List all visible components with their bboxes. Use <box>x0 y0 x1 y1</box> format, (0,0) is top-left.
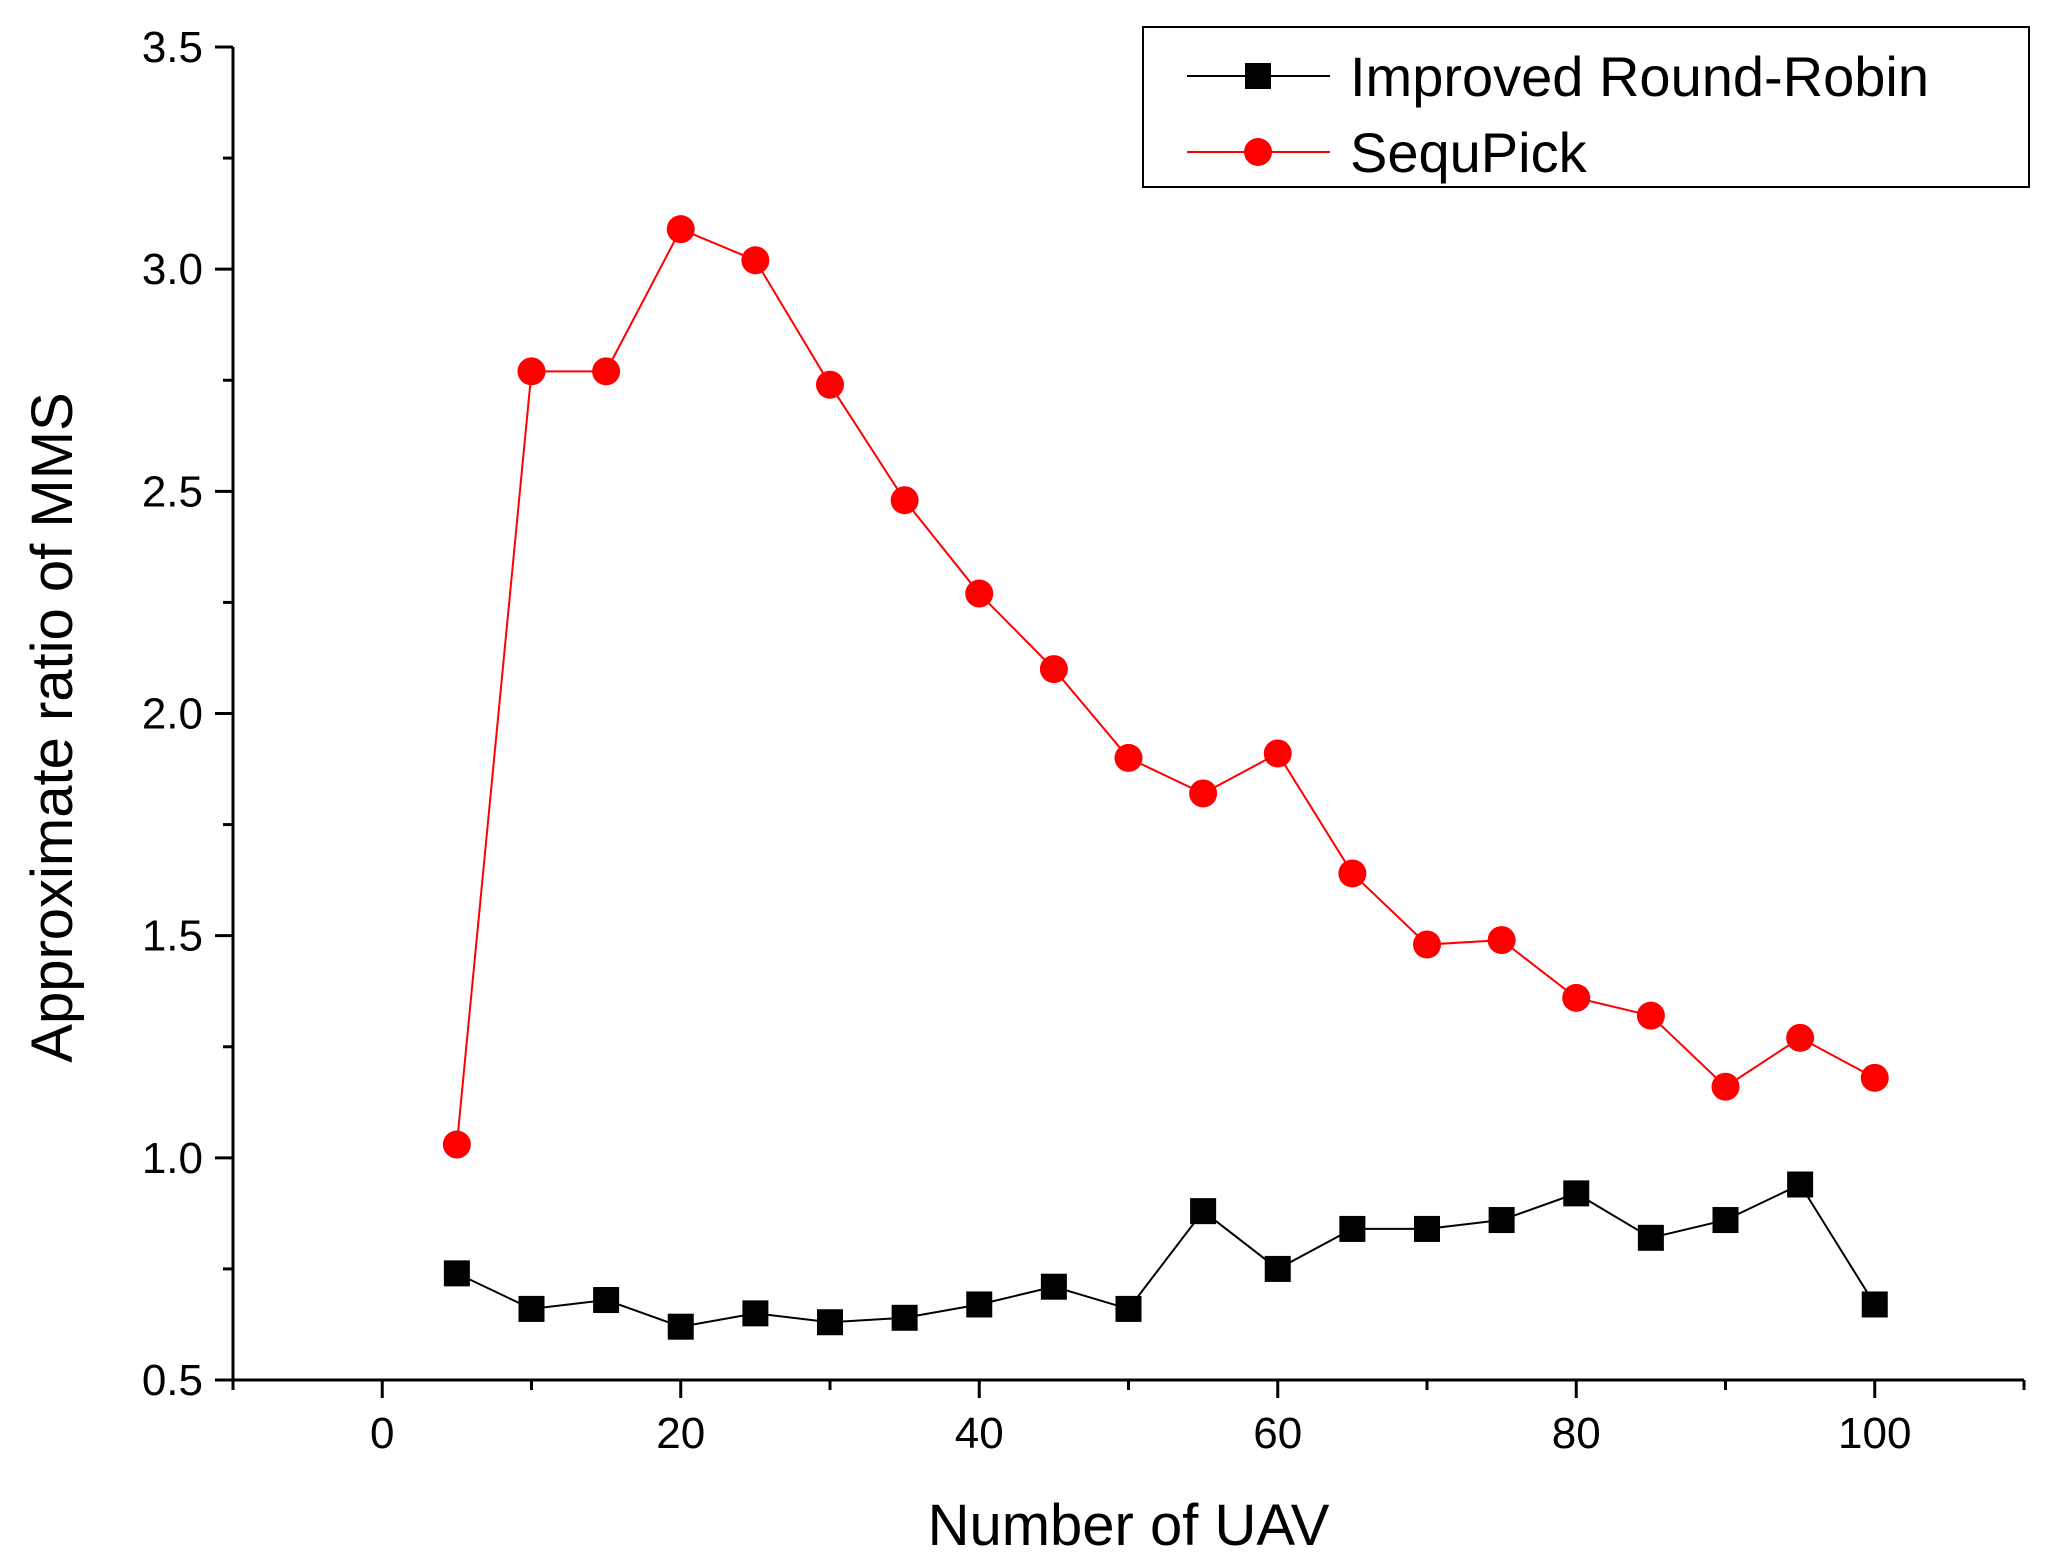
y-axis-title: Approximate ratio of MMS <box>20 392 85 1062</box>
data-point-square <box>1115 1295 1142 1322</box>
x-axis-title: Number of UAV <box>928 1493 1330 1558</box>
data-point-circle <box>1413 930 1441 959</box>
data-point-circle <box>1711 1072 1740 1101</box>
series-sequpick <box>442 215 1889 1159</box>
data-point-square <box>667 1313 694 1340</box>
data-point-circle <box>1039 655 1068 684</box>
data-point-square <box>1488 1207 1515 1234</box>
legend-label-improved-round-robin: Improved Round-Robin <box>1350 45 1929 108</box>
data-point-circle <box>1338 859 1367 888</box>
x-tick-label: 0 <box>370 1409 394 1458</box>
data-point-circle <box>442 1130 471 1159</box>
data-point-square <box>817 1309 843 1336</box>
data-point-circle <box>1487 926 1516 955</box>
data-point-square <box>966 1291 993 1318</box>
data-point-circle <box>816 370 844 399</box>
data-point-square <box>443 1260 470 1287</box>
y-tick-label: 3.0 <box>142 245 203 294</box>
x-tick-label: 80 <box>1552 1409 1601 1458</box>
data-point-square <box>1861 1291 1888 1318</box>
series-layer <box>442 215 1889 1340</box>
data-point-circle <box>1786 1023 1815 1052</box>
data-point-square <box>891 1304 918 1331</box>
legend-box <box>1142 26 2030 188</box>
legend-marker-circle <box>1244 138 1272 166</box>
data-point-square <box>1190 1198 1217 1225</box>
x-ticks: 0 20 40 60 80 100 <box>231 1380 2026 1458</box>
x-tick-label: 60 <box>1253 1409 1302 1458</box>
data-point-circle <box>965 579 994 608</box>
data-point-square <box>1040 1273 1067 1300</box>
data-point-square <box>1712 1207 1739 1234</box>
data-point-square <box>1787 1171 1814 1198</box>
data-point-square <box>518 1295 545 1322</box>
series-improved-round-robin <box>443 1171 1888 1340</box>
legend-label-sequpick: SequPick <box>1350 121 1588 184</box>
data-point-circle <box>890 486 919 515</box>
data-point-circle <box>517 357 546 386</box>
data-point-circle <box>1263 739 1292 768</box>
legend-marker-square <box>1245 63 1271 89</box>
legend-entry-improved-round-robin: Improved Round-Robin <box>1187 45 1929 108</box>
data-point-square <box>593 1287 620 1314</box>
x-tick-label: 40 <box>955 1409 1004 1458</box>
y-tick-label: 2.5 <box>142 467 203 516</box>
data-point-circle <box>592 357 621 386</box>
data-point-circle <box>1636 1001 1665 1030</box>
y-tick-label: 1.5 <box>142 912 203 961</box>
data-point-square <box>1414 1215 1440 1242</box>
y-ticks: 0.5 1.0 1.5 2.0 2.5 3.0 3.5 <box>142 23 233 1405</box>
data-point-circle <box>1114 743 1143 772</box>
legend-entry-sequpick: SequPick <box>1187 121 1588 184</box>
legend: Improved Round-Robin SequPick <box>1142 26 2030 188</box>
x-tick-label: 100 <box>1838 1409 1911 1458</box>
data-point-square <box>1264 1255 1291 1282</box>
y-tick-label: 0.5 <box>142 1356 203 1405</box>
y-tick-label: 1.0 <box>142 1134 203 1183</box>
y-tick-label: 3.5 <box>142 23 203 72</box>
data-point-circle <box>741 246 770 275</box>
data-point-circle <box>1189 779 1218 808</box>
data-point-circle <box>666 215 695 244</box>
y-tick-label: 2.0 <box>142 690 203 739</box>
data-point-square <box>1339 1215 1366 1242</box>
x-tick-label: 20 <box>656 1409 705 1458</box>
data-point-square <box>742 1300 769 1327</box>
data-point-circle <box>1860 1063 1889 1092</box>
data-point-square <box>1637 1224 1664 1251</box>
data-point-square <box>1563 1180 1590 1207</box>
data-point-circle <box>1562 983 1591 1012</box>
